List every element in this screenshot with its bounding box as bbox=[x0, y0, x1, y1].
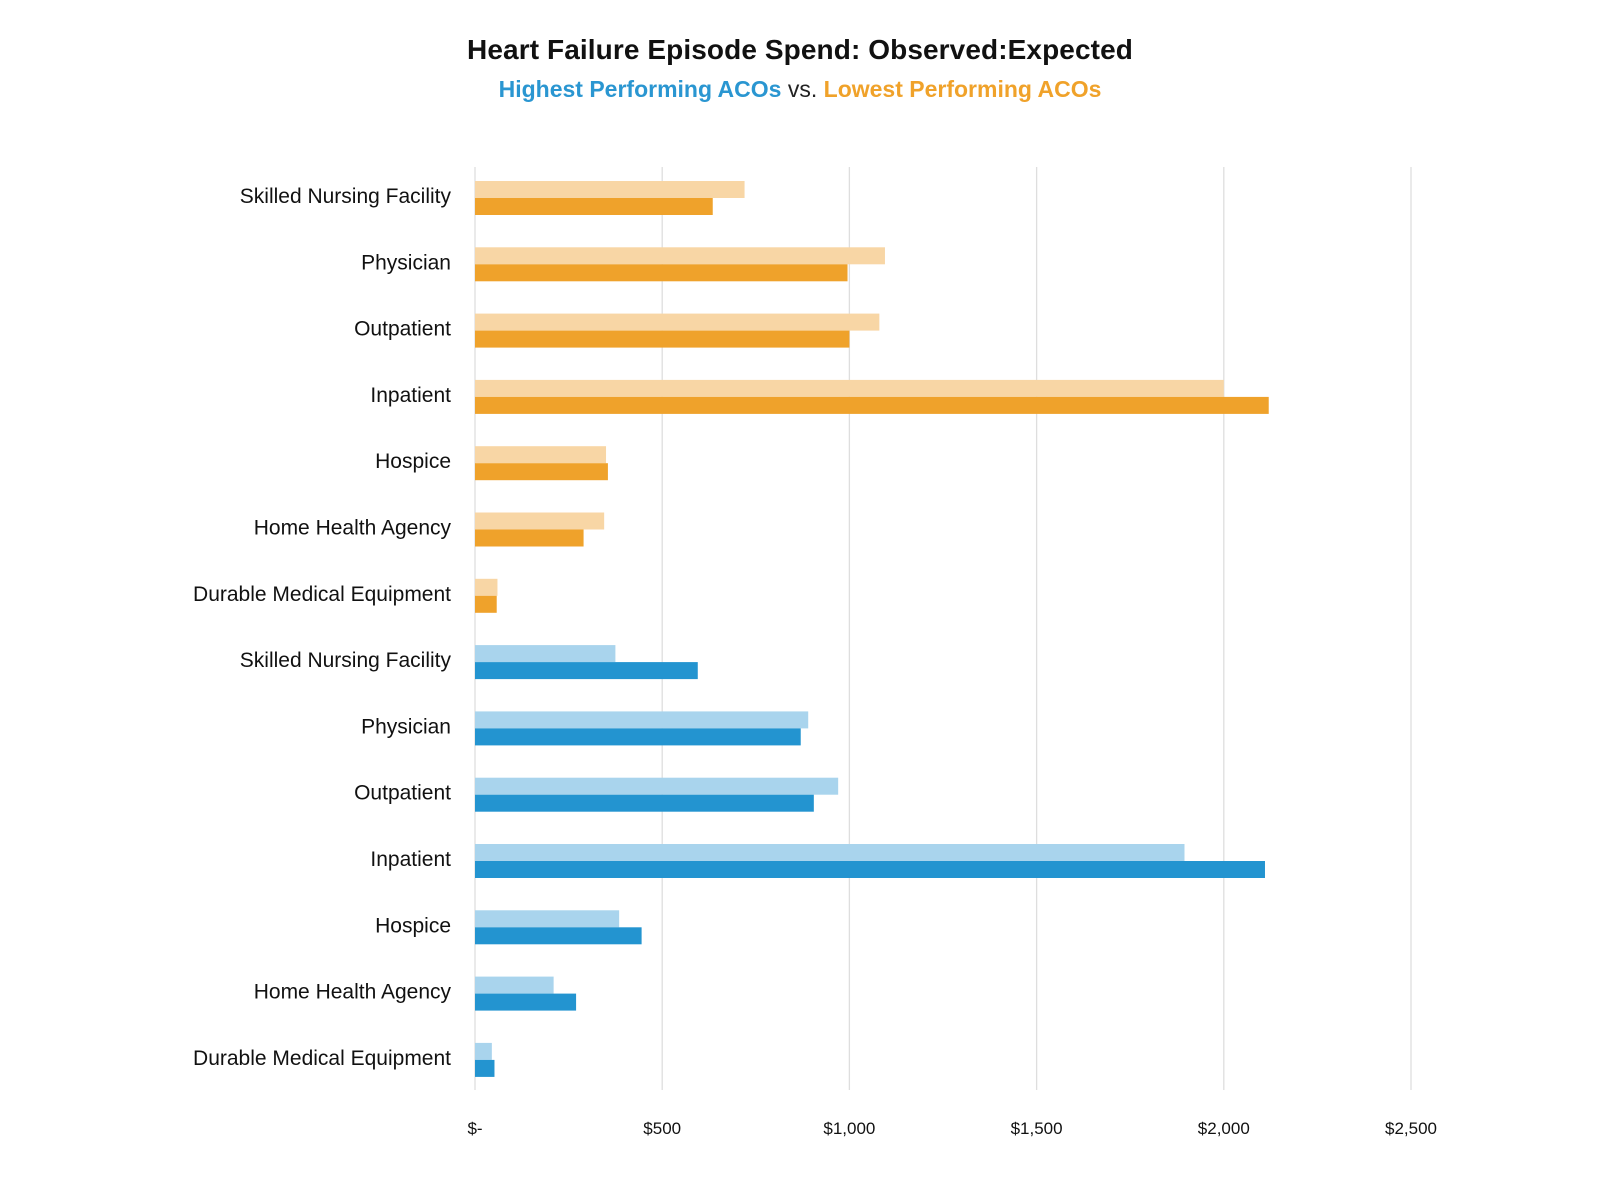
bar-light bbox=[475, 777, 839, 795]
bar-light bbox=[475, 910, 620, 928]
bar-dark bbox=[475, 1059, 495, 1077]
bar-dark bbox=[475, 264, 848, 282]
bar-dark bbox=[475, 993, 577, 1011]
bar-light bbox=[475, 181, 745, 198]
bar-dark bbox=[475, 595, 497, 613]
bar-dark bbox=[475, 330, 850, 348]
category-label: Durable Medical Equipment bbox=[193, 1047, 451, 1070]
bar-dark bbox=[475, 794, 814, 812]
subtitle-vs: vs. bbox=[787, 76, 818, 102]
title-block: Heart Failure Episode Spend: Observed:Ex… bbox=[0, 34, 1600, 103]
bar-light bbox=[475, 578, 498, 596]
bar-light bbox=[475, 645, 616, 663]
bar-light bbox=[475, 711, 809, 729]
bar-light bbox=[475, 976, 554, 994]
category-label: Hospice bbox=[375, 450, 451, 473]
category-label: Skilled Nursing Facility bbox=[240, 185, 452, 208]
category-label: Physician bbox=[361, 715, 451, 738]
bar-dark bbox=[475, 529, 584, 547]
x-tick-label: $1,000 bbox=[823, 1119, 875, 1138]
subtitle-high-performing: Highest Performing ACOs bbox=[498, 76, 782, 102]
bar-dark bbox=[475, 463, 608, 481]
bar-dark bbox=[475, 861, 1265, 878]
x-tick-label: $500 bbox=[643, 1119, 681, 1138]
bar-light bbox=[475, 844, 1185, 861]
bar-dark bbox=[475, 198, 713, 215]
x-tick-label: $2,000 bbox=[1198, 1119, 1250, 1138]
bar-dark bbox=[475, 728, 801, 746]
chart-title: Heart Failure Episode Spend: Observed:Ex… bbox=[467, 34, 1133, 65]
bar-light bbox=[475, 313, 880, 331]
subtitle-low-performing: Lowest Performing ACOs bbox=[823, 76, 1102, 102]
bar-light bbox=[475, 512, 605, 530]
category-label: Home Health Agency bbox=[254, 981, 452, 1004]
category-label: Durable Medical Equipment bbox=[193, 583, 451, 606]
bar-dark bbox=[475, 396, 1269, 414]
bar-light bbox=[475, 247, 885, 265]
bar-dark bbox=[475, 927, 642, 945]
x-tick-label: $2,500 bbox=[1385, 1119, 1437, 1138]
x-tick-label: $1,500 bbox=[1011, 1119, 1063, 1138]
category-label: Skilled Nursing Facility bbox=[240, 649, 452, 672]
x-tick-label: $- bbox=[467, 1119, 482, 1138]
bar-dark bbox=[475, 662, 698, 680]
category-label: Outpatient bbox=[354, 318, 451, 341]
category-label: Hospice bbox=[375, 914, 451, 937]
category-label: Inpatient bbox=[370, 848, 451, 871]
bar-light bbox=[475, 379, 1224, 397]
category-label: Outpatient bbox=[354, 782, 451, 805]
chart-subtitle: Highest Performing ACOs vs. Lowest Perfo… bbox=[0, 76, 1600, 103]
bar-light bbox=[475, 1042, 492, 1060]
category-label: Physician bbox=[361, 251, 451, 274]
bar-light bbox=[475, 446, 607, 464]
category-label: Inpatient bbox=[370, 384, 451, 407]
category-label: Home Health Agency bbox=[254, 517, 452, 540]
